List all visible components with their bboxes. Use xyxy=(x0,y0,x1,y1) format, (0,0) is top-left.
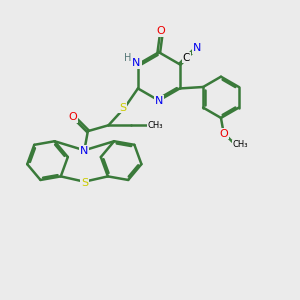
Text: O: O xyxy=(157,26,166,36)
Text: O: O xyxy=(219,129,228,139)
Text: N: N xyxy=(132,58,141,68)
Text: H: H xyxy=(124,53,131,63)
Text: C: C xyxy=(183,52,190,63)
Text: O: O xyxy=(69,112,77,122)
Text: N: N xyxy=(154,96,163,106)
Text: CH₃: CH₃ xyxy=(148,121,163,130)
Text: N: N xyxy=(193,43,201,53)
Text: N: N xyxy=(80,146,88,156)
Text: CH₃: CH₃ xyxy=(232,140,248,149)
Text: S: S xyxy=(81,178,88,188)
Text: S: S xyxy=(119,103,126,112)
